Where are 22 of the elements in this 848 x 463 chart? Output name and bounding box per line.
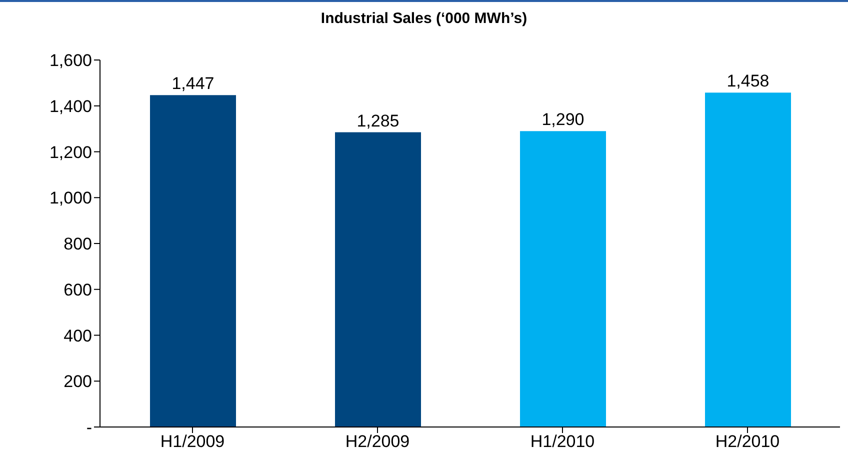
data-label: 1,458 bbox=[726, 72, 770, 91]
x-tick-label: H1/2010 bbox=[530, 432, 595, 452]
y-tick-label: 800 bbox=[64, 234, 92, 254]
data-label: 1,447 bbox=[172, 74, 214, 94]
chart-title: Industrial Sales (‘000 MWh’s) bbox=[320, 10, 528, 27]
y-tick-label: 400 bbox=[64, 326, 92, 346]
y-tick-label: 200 bbox=[64, 372, 92, 392]
y-tick-label: 600 bbox=[64, 280, 92, 300]
y-tick-label: - bbox=[86, 418, 92, 438]
data-label: 1,290 bbox=[542, 110, 584, 130]
y-tick-label: 1,200 bbox=[49, 142, 92, 162]
bar bbox=[335, 132, 421, 427]
y-tick-label: 1,600 bbox=[49, 51, 92, 70]
bar bbox=[520, 131, 606, 427]
bar bbox=[705, 92, 791, 427]
y-tick-label: 1,400 bbox=[49, 96, 92, 116]
bar bbox=[150, 95, 236, 427]
x-tick-label: H2/2009 bbox=[345, 432, 410, 452]
y-tick-label: 1,000 bbox=[49, 188, 92, 208]
data-label: 1,285 bbox=[356, 111, 400, 130]
x-tick-label: H1/2009 bbox=[160, 432, 225, 452]
x-tick-label: H2/2010 bbox=[715, 432, 780, 452]
